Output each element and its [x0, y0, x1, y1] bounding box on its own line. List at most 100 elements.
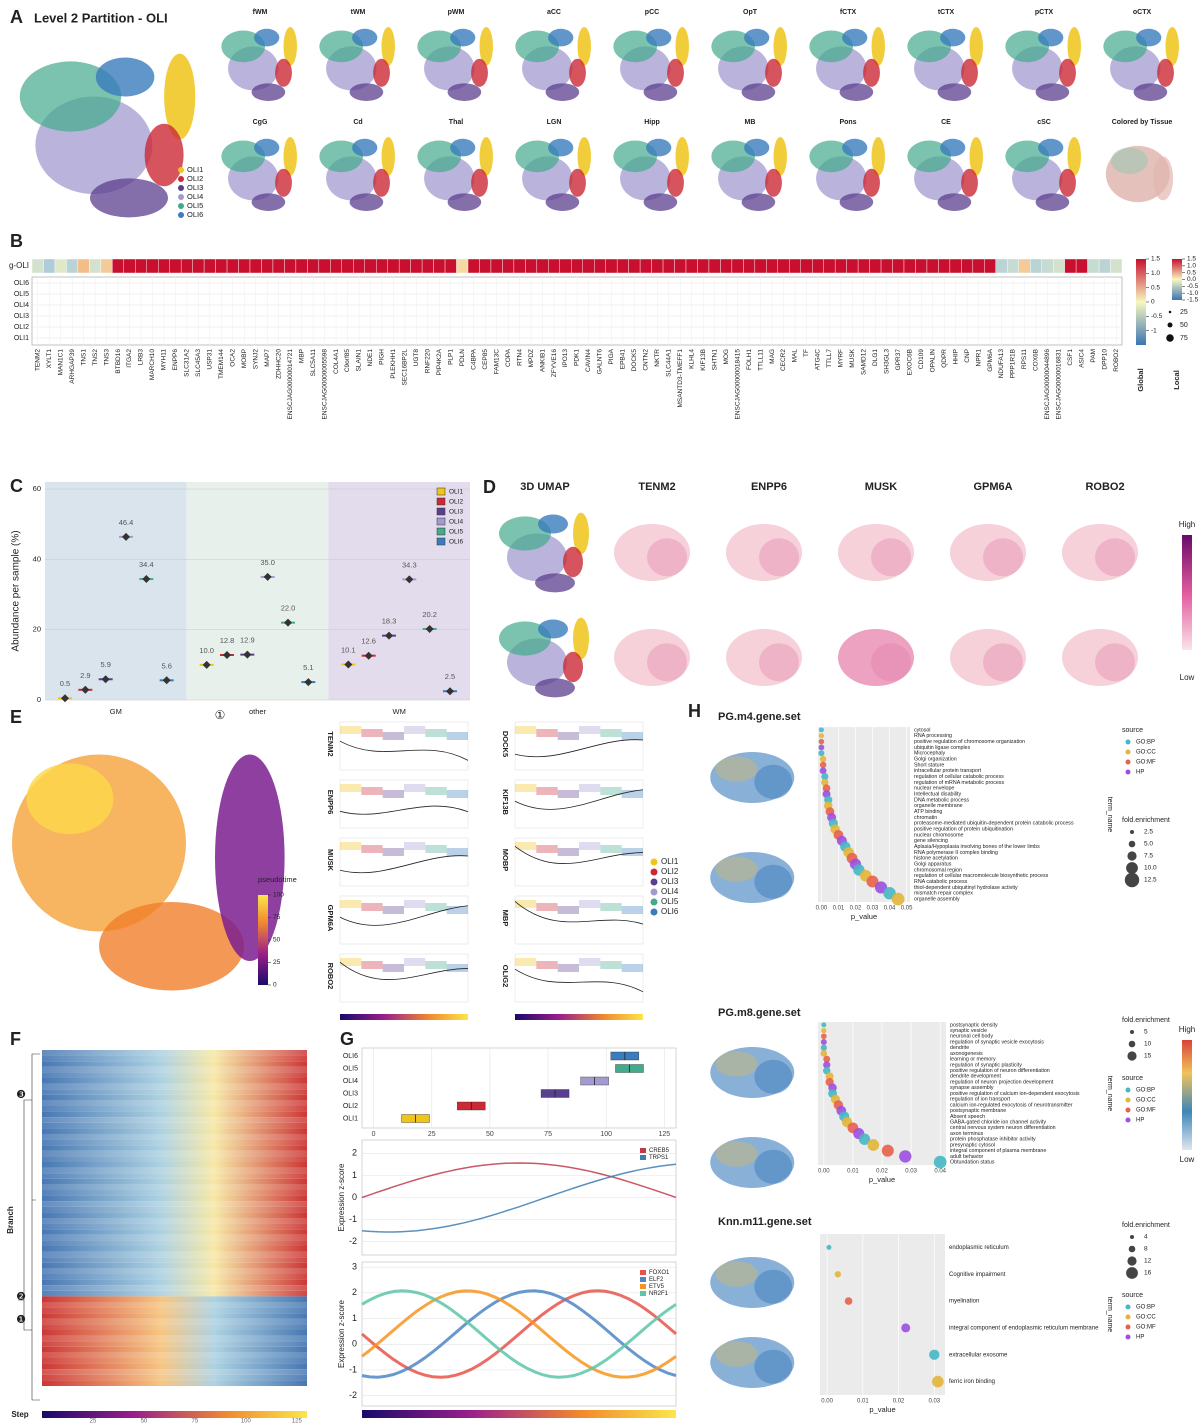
tissue-title: LGN [547, 119, 562, 126]
value-label: 5.1 [303, 663, 313, 672]
heat-cell [502, 259, 513, 273]
branch-marker: ❸ [16, 1089, 26, 1101]
size-legend-label: 2.5 [1144, 829, 1153, 836]
gene-label: SLC31A2 [184, 349, 191, 377]
umap-region [1095, 538, 1135, 576]
gene-label: QDPR [941, 349, 948, 368]
heatmap-row [42, 1324, 307, 1330]
heat-cell [250, 259, 261, 273]
legend-label: OLI1 [187, 165, 203, 174]
size-legend-label: 25 [1180, 309, 1188, 316]
heatmap-row [42, 1162, 307, 1168]
gene-label: RNF220 [425, 349, 432, 374]
value-label: 10.0 [199, 646, 214, 655]
umap-region [961, 59, 978, 87]
scatter-band [404, 784, 425, 792]
gene-label: MBP [501, 910, 510, 927]
gene-label: LRB3 [138, 349, 145, 366]
heat-cell [491, 259, 502, 273]
heat-cell [915, 259, 926, 273]
gene-label: XYLT1 [46, 349, 53, 369]
row-label: OLI1 [14, 335, 29, 342]
enrichment-dot [934, 1156, 947, 1169]
heat-cell [457, 259, 468, 273]
gene-label: GPM6A [326, 905, 335, 932]
enrichment-dot [819, 745, 825, 751]
y-tick-label: 20 [33, 625, 41, 634]
gene-label: CAVIN4 [585, 349, 592, 372]
umap-plot [20, 54, 195, 218]
gene-label: TNS1 [80, 349, 87, 366]
colorbar-tick-label: 0 [273, 982, 277, 989]
column-title: ENPP6 [751, 481, 787, 493]
heat-cell [583, 259, 594, 273]
term-label: organelle assembly [914, 896, 960, 902]
umap-plot [499, 618, 589, 698]
scatter-band [383, 906, 404, 914]
column-title: GPM6A [973, 481, 1012, 493]
colorbar-tick-label: 1.0 [1151, 270, 1160, 277]
size-legend-label: 7.5 [1144, 853, 1153, 860]
gene-label: CNTN2 [643, 349, 650, 371]
size-legend-dot [1130, 1030, 1134, 1034]
umap-region [548, 139, 573, 157]
branch-marker: ❷ [16, 1291, 26, 1303]
scatter-band [579, 784, 600, 792]
set-title: PG.m8.gene.set [718, 1007, 801, 1019]
legend-title: source [1122, 1292, 1143, 1299]
heatmap-row [42, 1296, 307, 1302]
x-tick-label: WM [393, 707, 406, 716]
heat-cell [1030, 259, 1041, 273]
y-tick-label: -1 [349, 1214, 357, 1224]
tissue-title: tWM [351, 9, 366, 16]
colorbar-label: Low [1180, 673, 1195, 682]
x-tick-label: 0.04 [884, 906, 896, 912]
legend-label: OLI3 [661, 877, 679, 886]
umap-plot [613, 27, 689, 101]
umap-region [716, 1141, 758, 1167]
gene-label: CD109 [918, 349, 925, 370]
size-legend-label: 75 [1180, 335, 1188, 342]
size-legend-dot [1127, 1051, 1136, 1060]
gene-label: GPM6A [987, 348, 994, 371]
scatter-band [425, 845, 446, 853]
gene-label: C4BPA [470, 348, 477, 369]
gene-label: CSF1 [1067, 349, 1074, 366]
gene-label: SLC45A3 [195, 349, 202, 377]
heatmap-row [42, 1089, 307, 1095]
gene-label: PDK1 [574, 349, 581, 366]
umap-region [744, 139, 769, 157]
gene-label: TTLL7 [826, 349, 833, 368]
heatmap-row [42, 1263, 307, 1269]
term-label: extracellular exosome [949, 1352, 1008, 1358]
heat-cell [548, 259, 559, 273]
branch-marker: ① [215, 708, 226, 722]
y-tick-label: -2 [349, 1236, 357, 1246]
heatmap-row [42, 1067, 307, 1073]
enrichment-dot [892, 893, 905, 906]
legend-label: GO:CC [1136, 1315, 1156, 1321]
gene-label: ASIC4 [1079, 349, 1086, 368]
colorbar [1136, 259, 1146, 345]
gene-label: MYH11 [161, 349, 168, 371]
y-tick-label: 1 [352, 1313, 357, 1323]
umap-region [646, 139, 671, 157]
row-label: OLI6 [14, 280, 29, 287]
umap-region [1059, 169, 1076, 197]
heat-cell [1053, 259, 1064, 273]
x-tick-label: 25 [428, 1131, 436, 1138]
umap-plot [950, 629, 1026, 686]
gene-label: MAL [792, 349, 799, 363]
gene-label: ENSCJAG00000005598 [321, 349, 328, 420]
enrichment-dot [901, 1323, 910, 1332]
heatmap-row [42, 1336, 307, 1342]
umap-region [450, 139, 475, 157]
gene-label: MOBP [241, 349, 248, 368]
value-label: 34.3 [402, 560, 417, 569]
panel-letter: E [10, 707, 22, 727]
gene-label: OLIG2 [501, 965, 510, 988]
gene-label: CNP [964, 349, 971, 363]
heat-cell [101, 259, 112, 273]
umap-region [647, 643, 687, 681]
heat-cell [468, 259, 479, 273]
